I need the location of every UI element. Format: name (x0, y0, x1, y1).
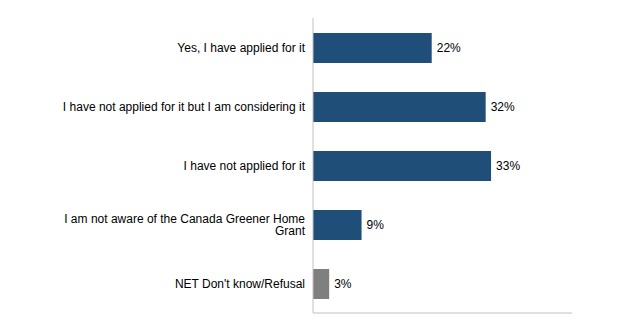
svg-text:NET Don't know/Refusal: NET Don't know/Refusal (175, 277, 305, 291)
svg-text:I am not aware of the Canada G: I am not aware of the Canada Greener Hom… (64, 212, 305, 238)
svg-text:9%: 9% (367, 218, 385, 232)
svg-text:33%: 33% (496, 159, 520, 173)
svg-text:32%: 32% (491, 100, 515, 114)
svg-text:22%: 22% (437, 41, 461, 55)
svg-text:I have not applied for it but: I have not applied for it but I am consi… (63, 100, 306, 114)
svg-text:3%: 3% (334, 277, 352, 291)
svg-text:Yes, I have applied for it: Yes, I have applied for it (177, 41, 305, 55)
svg-text:I have not applied for it: I have not applied for it (184, 159, 306, 173)
